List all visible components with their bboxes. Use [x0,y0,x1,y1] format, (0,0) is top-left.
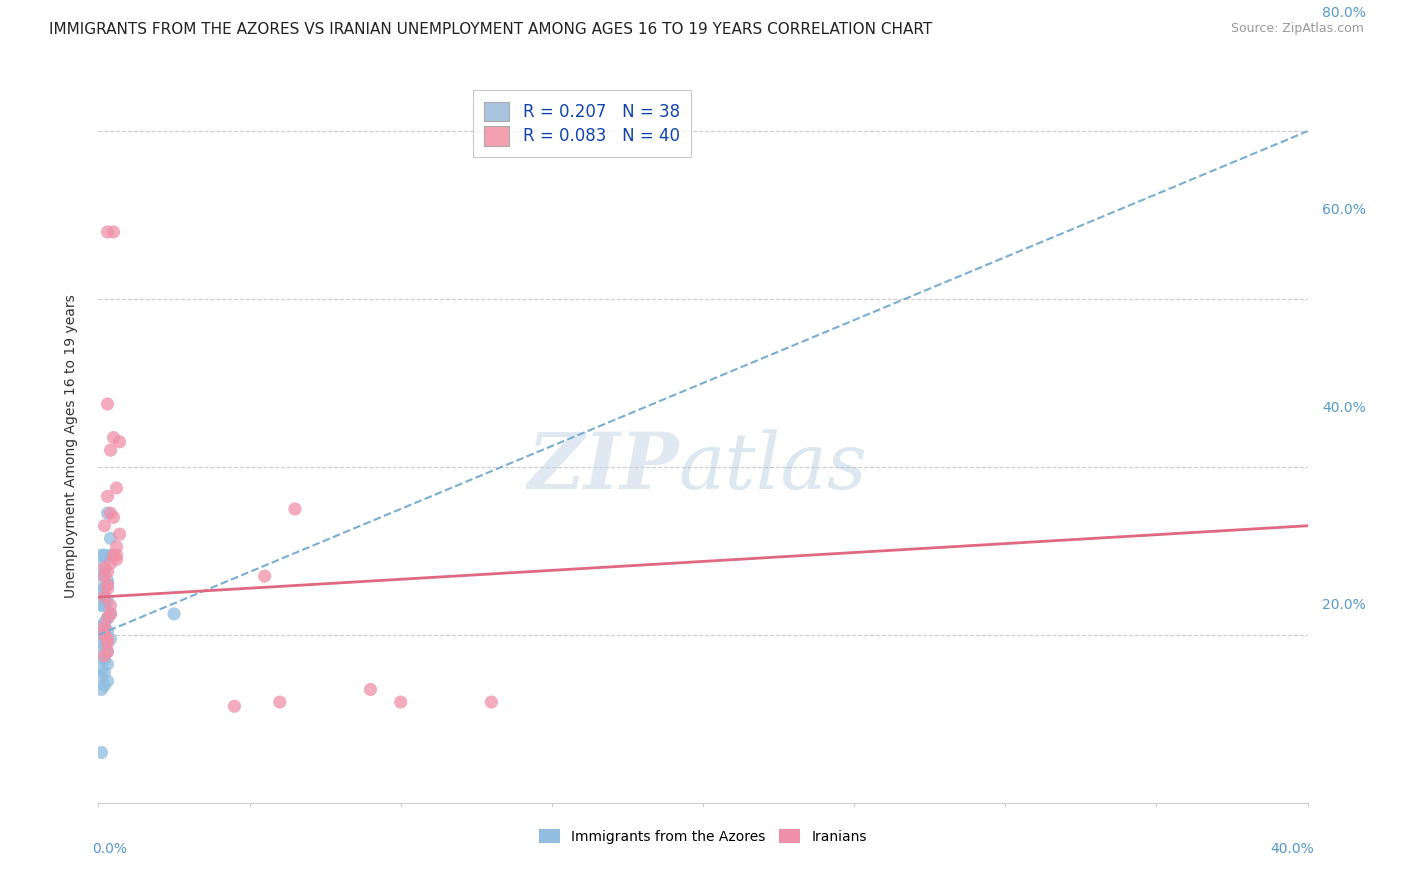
Point [360,682,382,697]
Point [105,548,128,562]
Point [108,527,131,541]
Point [90,599,112,613]
Point [284,502,307,516]
Point [93,619,115,633]
Point [93,628,115,642]
Point [93,632,115,646]
Point [96,636,118,650]
Point [96,577,118,591]
Point [163,607,186,621]
Point [96,565,118,579]
Point [481,695,503,709]
Point [90,548,112,562]
Point [90,582,112,596]
Point [96,577,118,591]
Point [96,611,118,625]
Point [108,434,131,449]
Point [93,599,115,613]
Point [93,628,115,642]
Point [93,560,115,574]
Text: 80.0%: 80.0% [1322,5,1367,20]
Point [103,431,125,445]
Point [103,548,125,562]
Point [100,548,122,562]
Text: Source: ZipAtlas.com: Source: ZipAtlas.com [1230,22,1364,36]
Point [100,506,122,520]
Point [96,506,118,520]
Text: atlas: atlas [679,429,868,506]
Text: ZIP: ZIP [527,429,679,506]
Point [100,443,122,458]
Point [269,695,291,709]
Point [93,615,115,630]
Point [93,665,115,680]
Point [93,648,115,663]
Point [96,489,118,503]
Point [90,569,112,583]
Point [100,632,122,646]
Point [105,552,128,566]
Point [96,657,118,672]
Point [93,624,115,638]
Point [105,481,128,495]
Point [93,590,115,604]
Legend: Immigrants from the Azores, Iranians: Immigrants from the Azores, Iranians [534,823,872,849]
Point [100,557,122,571]
Point [96,594,118,608]
Y-axis label: Unemployment Among Ages 16 to 19 years: Unemployment Among Ages 16 to 19 years [63,294,77,598]
Point [224,699,246,714]
Text: 40.0%: 40.0% [1270,842,1313,856]
Point [100,607,122,621]
Text: IMMIGRANTS FROM THE AZORES VS IRANIAN UNEMPLOYMENT AMONG AGES 16 TO 19 YEARS COR: IMMIGRANTS FROM THE AZORES VS IRANIAN UN… [49,22,932,37]
Point [103,225,125,239]
Point [90,619,112,633]
Point [96,674,118,689]
Point [93,565,115,579]
Point [96,397,118,411]
Point [100,607,122,621]
Point [96,624,118,638]
Point [96,645,118,659]
Text: 20.0%: 20.0% [1322,599,1365,612]
Point [103,510,125,524]
Point [93,653,115,667]
Point [93,582,115,596]
Text: 40.0%: 40.0% [1322,401,1365,415]
Point [93,569,115,583]
Point [96,632,118,646]
Point [105,540,128,554]
Point [96,225,118,239]
Point [90,682,112,697]
Point [93,557,115,571]
Point [93,640,115,655]
Point [389,695,412,709]
Point [90,746,112,760]
Point [93,518,115,533]
Point [96,645,118,659]
Text: 60.0%: 60.0% [1322,203,1367,217]
Point [100,599,122,613]
Point [90,670,112,684]
Point [96,582,118,596]
Point [90,648,112,663]
Point [90,661,112,675]
Point [100,532,122,546]
Point [93,678,115,692]
Point [93,590,115,604]
Point [96,611,118,625]
Point [93,548,115,562]
Point [96,574,118,588]
Text: 0.0%: 0.0% [93,842,128,856]
Point [90,636,112,650]
Point [253,569,276,583]
